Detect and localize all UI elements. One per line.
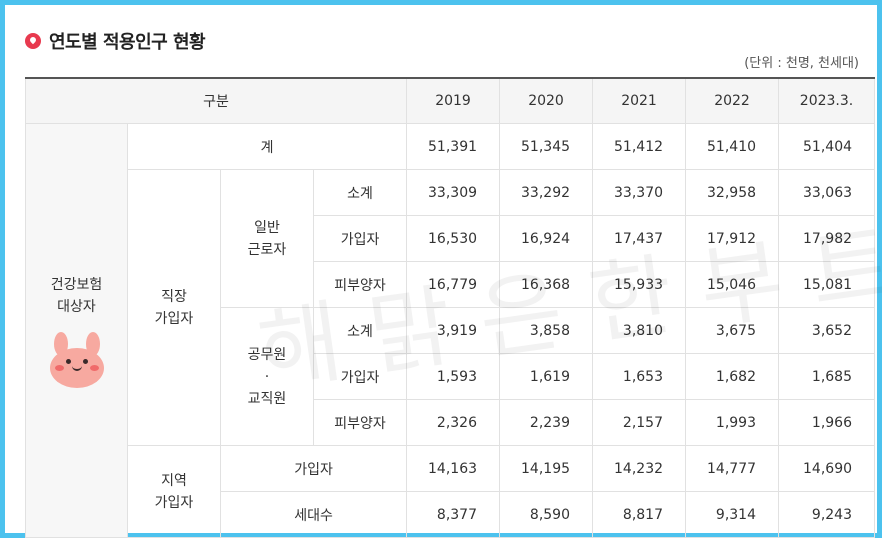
header-year: 2021 bbox=[592, 77, 687, 124]
cell-value: 16,779 bbox=[406, 261, 501, 308]
group-label-line: 직장 bbox=[161, 288, 187, 305]
cell-value: 3,810 bbox=[592, 307, 687, 354]
row-label: 가입자 bbox=[312, 215, 408, 262]
table-row: 가입자 16,530 16,924 17,437 17,912 17,982 bbox=[26, 215, 876, 262]
group-label-line: 대상자 bbox=[57, 298, 96, 315]
row-label-total: 계 bbox=[126, 123, 408, 170]
group-label-line: 가입자 bbox=[154, 494, 194, 511]
page-title: 연도별 적용인구 현황 bbox=[49, 32, 206, 53]
group-label-line: 일반 bbox=[254, 219, 280, 236]
cell-value: 16,924 bbox=[499, 215, 594, 262]
table-row: 직장 가입자 일반 근로자 소계 33,309 33,292 33,370 32… bbox=[26, 169, 876, 446]
row-label: 가입자 bbox=[219, 445, 408, 492]
row-label: 피부양자 bbox=[312, 261, 408, 308]
title-row: 연도별 적용인구 현황 bbox=[25, 27, 206, 55]
cell-value: 8,377 bbox=[406, 491, 501, 538]
group-label-public-staff: 공무원 · 교직원 bbox=[220, 307, 314, 446]
cell-value: 14,690 bbox=[778, 445, 876, 492]
cell-value: 17,437 bbox=[592, 215, 687, 262]
population-table: 구분 2019 2020 2021 2022 2023.3. 건강보험 대상자 bbox=[24, 77, 876, 538]
cell-value: 8,590 bbox=[499, 491, 594, 538]
cell-value: 51,412 bbox=[592, 123, 687, 170]
cell-value: 33,309 bbox=[406, 169, 501, 216]
table-row: 지역 가입자 가입자 14,163 14,195 14,232 14,777 1… bbox=[26, 445, 876, 538]
header-year: 2023.3. bbox=[778, 77, 876, 124]
cell-value: 15,933 bbox=[592, 261, 687, 308]
cell-value: 16,530 bbox=[406, 215, 501, 262]
cell-value: 8,817 bbox=[592, 491, 687, 538]
cell-value: 2,326 bbox=[406, 399, 501, 446]
cell-value: 3,652 bbox=[778, 307, 876, 354]
population-table-wrap: 구분 2019 2020 2021 2022 2023.3. 건강보험 대상자 bbox=[24, 77, 876, 538]
group-label-line: 지역 bbox=[161, 472, 187, 489]
cell-value: 1,682 bbox=[685, 353, 780, 400]
cell-value: 14,163 bbox=[406, 445, 501, 492]
group-label-regional: 지역 가입자 bbox=[127, 445, 221, 538]
group-label-insured: 건강보험 대상자 bbox=[25, 123, 128, 538]
row-label: 소계 bbox=[312, 169, 408, 216]
cell-value: 15,081 bbox=[778, 261, 876, 308]
cell-value: 9,314 bbox=[685, 491, 780, 538]
group-label-line: · bbox=[264, 368, 270, 385]
speech-bubble-icon bbox=[25, 33, 41, 49]
cell-value: 3,858 bbox=[499, 307, 594, 354]
cell-value: 1,685 bbox=[778, 353, 876, 400]
group-label-line: 가입자 bbox=[154, 310, 194, 327]
group-label-line: 건강보험 bbox=[50, 276, 103, 293]
header-year: 2022 bbox=[685, 77, 780, 124]
header-row: 구분 2019 2020 2021 2022 2023.3. bbox=[24, 77, 876, 124]
header-year: 2019 bbox=[406, 77, 501, 124]
cell-value: 33,063 bbox=[778, 169, 876, 216]
row-label: 세대수 bbox=[219, 491, 408, 538]
header-category: 구분 bbox=[24, 77, 408, 124]
cell-value: 33,370 bbox=[592, 169, 687, 216]
cell-value: 51,404 bbox=[778, 123, 876, 170]
group-label-line: 근로자 bbox=[247, 241, 287, 258]
cell-value: 1,966 bbox=[778, 399, 876, 446]
group-label-line: 교직원 bbox=[247, 390, 287, 407]
cell-value: 9,243 bbox=[778, 491, 876, 538]
cell-value: 15,046 bbox=[685, 261, 780, 308]
cell-value: 33,292 bbox=[499, 169, 594, 216]
cell-value: 17,982 bbox=[778, 215, 876, 262]
table-row: 공무원 · 교직원 소계 3,919 3,858 3,810 3,675 3,6… bbox=[26, 307, 876, 446]
cell-value: 2,239 bbox=[499, 399, 594, 446]
cell-value: 2,157 bbox=[592, 399, 687, 446]
cell-value: 1,593 bbox=[406, 353, 501, 400]
cell-value: 14,195 bbox=[499, 445, 594, 492]
row-label: 소계 bbox=[312, 307, 408, 354]
cell-value: 51,391 bbox=[406, 123, 501, 170]
cell-value: 3,675 bbox=[685, 307, 780, 354]
group-label-general-workers: 일반 근로자 bbox=[220, 169, 314, 308]
bunny-mascot-icon bbox=[46, 331, 108, 388]
table-row: 건강보험 대상자 계 bbox=[25, 123, 876, 538]
group-label-workplace: 직장 가입자 bbox=[127, 169, 221, 446]
table-row: 세대수 8,377 8,590 8,817 9,314 9,243 bbox=[26, 491, 876, 538]
cell-value: 32,958 bbox=[685, 169, 780, 216]
unit-note: (단위 : 천명, 천세대) bbox=[744, 56, 859, 71]
cell-value: 51,345 bbox=[499, 123, 594, 170]
cell-value: 1,619 bbox=[499, 353, 594, 400]
table-row: 가입자 1,593 1,619 1,653 1,682 1,685 bbox=[26, 353, 876, 400]
row-label: 가입자 bbox=[312, 353, 408, 400]
header-year: 2020 bbox=[499, 77, 594, 124]
table-row: 피부양자 16,779 16,368 15,933 15,046 15,081 bbox=[26, 261, 876, 308]
cell-value: 14,232 bbox=[592, 445, 687, 492]
cell-value: 16,368 bbox=[499, 261, 594, 308]
cell-value: 1,653 bbox=[592, 353, 687, 400]
cell-value: 51,410 bbox=[685, 123, 780, 170]
cell-value: 3,919 bbox=[406, 307, 501, 354]
cell-value: 14,777 bbox=[685, 445, 780, 492]
row-label: 피부양자 bbox=[312, 399, 408, 446]
cell-value: 1,993 bbox=[685, 399, 780, 446]
group-label-line: 공무원 bbox=[247, 346, 287, 363]
cell-value: 17,912 bbox=[685, 215, 780, 262]
